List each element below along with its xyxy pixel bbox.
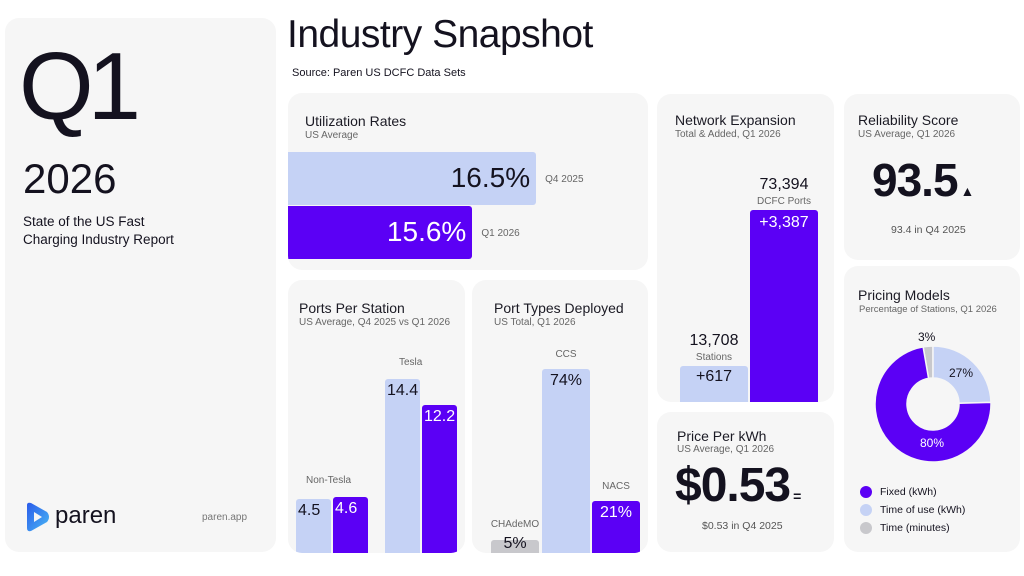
utilization-value-0: 16.5% — [450, 162, 531, 193]
network-expansion-card: Network Expansion Total & Added, Q1 2026… — [657, 94, 834, 402]
reliability-value: 93.5 — [872, 154, 959, 206]
donut-slice-1 — [932, 345, 992, 405]
port-types-subtitle: US Total, Q1 2026 — [494, 317, 576, 328]
donut-label-tou: 27% — [949, 366, 974, 380]
ports-bar-non-tesla-0 — [296, 498, 331, 553]
reliability-value-row: 93.5 ▲ — [872, 154, 974, 206]
network-added-0: +617 — [695, 368, 733, 386]
legend-swatch-icon-0 — [860, 486, 872, 498]
legend-label-1: Time of use (kWh) — [880, 503, 966, 516]
page-title: Industry Snapshot — [287, 13, 593, 56]
port-type-value-0: 5% — [503, 535, 527, 552]
port-type-bar-1 — [542, 368, 590, 553]
port-type-category-2: NACS — [602, 480, 630, 492]
reliability-subtitle: US Average, Q1 2026 — [858, 129, 956, 140]
legend-label-2: Time (minutes) — [880, 521, 950, 534]
cover-card: Q1 2026 State of the US Fast Charging In… — [5, 18, 276, 552]
port-type-category-1: CCS — [555, 348, 577, 360]
utilization-value-1: 15.6% — [386, 216, 467, 247]
network-total-1: 73,394 — [759, 176, 809, 193]
port-types-card: Port Types Deployed US Total, Q1 2026 5%… — [472, 280, 648, 553]
ports-bar-tesla-1 — [422, 405, 457, 553]
network-expansion-title: Network Expansion — [675, 112, 796, 128]
utilization-subtitle: US Average — [305, 130, 359, 141]
price-value-row: $0.53 = — [675, 460, 801, 512]
price-previous: $0.53 in Q4 2025 — [702, 520, 783, 532]
utilization-category-1: Q1 2026 — [481, 228, 520, 239]
network-expansion-subtitle: Total & Added, Q1 2026 — [675, 129, 781, 140]
legend-swatch-icon-1 — [860, 504, 872, 516]
paren-logo-icon — [27, 502, 49, 532]
network-bar-0 — [680, 366, 748, 402]
ports-bar-tesla-0 — [385, 378, 420, 553]
network-bar-1 — [750, 210, 818, 402]
price-card: Price Per kWh US Average, Q1 2026 $0.53 … — [657, 412, 834, 552]
legend-item-2: Time (minutes) — [860, 519, 965, 537]
port-type-value-1: 74% — [549, 371, 583, 389]
ports-category-non-tesla: Non-Tesla — [306, 475, 352, 487]
price-title: Price Per kWh — [677, 428, 767, 444]
price-subtitle: US Average, Q1 2026 — [677, 444, 775, 455]
year-label: 2026 — [23, 155, 117, 202]
network-added-1: +3,387 — [759, 214, 809, 231]
report-subtitle-1: State of the US Fast — [23, 214, 145, 229]
ports-value-non-tesla-0: 4.5 — [298, 501, 321, 519]
ports-value-non-tesla-1: 4.6 — [335, 500, 358, 518]
reliability-card: Reliability Score US Average, Q1 2026 93… — [844, 94, 1020, 260]
donut-label-time: 3% — [918, 330, 936, 344]
utilization-category-0: Q4 2025 — [545, 174, 584, 185]
network-category-0: Stations — [695, 352, 733, 364]
ports-per-station-subtitle: US Average, Q4 2025 vs Q1 2026 — [299, 317, 451, 328]
port-type-bar-0 — [491, 540, 539, 553]
network-category-1: DCFC Ports — [757, 196, 811, 207]
port-type-value-2: 21% — [599, 503, 633, 521]
legend-label-0: Fixed (kWh) — [880, 485, 937, 498]
port-types-title: Port Types Deployed — [494, 300, 624, 316]
utilization-card: Utilization Rates US Average 16.5% Q4 202… — [288, 93, 648, 270]
port-type-bar-2 — [592, 500, 640, 553]
reliability-up-icon: ▲ — [960, 183, 975, 199]
price-value: $0.53 — [675, 459, 791, 512]
report-subtitle-2: Charging Industry Report — [23, 232, 174, 247]
donut-label-fixed: 80% — [920, 436, 945, 450]
data-source: Source: Paren US DCFC Data Sets — [292, 67, 466, 79]
quarter-label: Q1 — [19, 33, 141, 140]
ports-per-station-title: Ports Per Station — [299, 300, 405, 316]
ports-value-tesla-0: 14.4 — [387, 381, 419, 399]
utilization-bar-0 — [288, 152, 537, 205]
port-type-category-0: CHAdeMO — [490, 519, 540, 530]
ports-value-tesla-1: 12.2 — [424, 408, 456, 426]
network-total-0: 13,708 — [689, 332, 739, 350]
pricing-donut-chart — [874, 345, 992, 463]
price-trend-flat-icon: = — [793, 488, 802, 504]
pricing-models-card: Pricing Models Percentage of Stations, Q… — [844, 266, 1020, 552]
ports-per-station-card: Ports Per Station US Average, Q4 2025 vs… — [288, 280, 465, 553]
ports-category-tesla: Tesla — [399, 356, 423, 368]
donut-slice-0 — [874, 345, 992, 463]
reliability-title: Reliability Score — [858, 112, 959, 128]
utilization-bar-1 — [288, 206, 473, 259]
ports-bar-non-tesla-1 — [333, 497, 368, 553]
brand-name: paren — [55, 502, 117, 529]
pricing-models-title: Pricing Models — [858, 287, 950, 303]
website-link[interactable]: paren.app — [202, 512, 248, 523]
paren-logo — [23, 502, 51, 532]
legend-item-0: Fixed (kWh) — [860, 483, 965, 501]
legend-item-1: Time of use (kWh) — [860, 501, 965, 519]
legend-swatch-icon-2 — [860, 522, 872, 534]
utilization-title: Utilization Rates — [305, 113, 407, 129]
reliability-previous: 93.4 in Q4 2025 — [891, 224, 966, 236]
pricing-models-subtitle: Percentage of Stations, Q1 2026 — [859, 304, 997, 315]
